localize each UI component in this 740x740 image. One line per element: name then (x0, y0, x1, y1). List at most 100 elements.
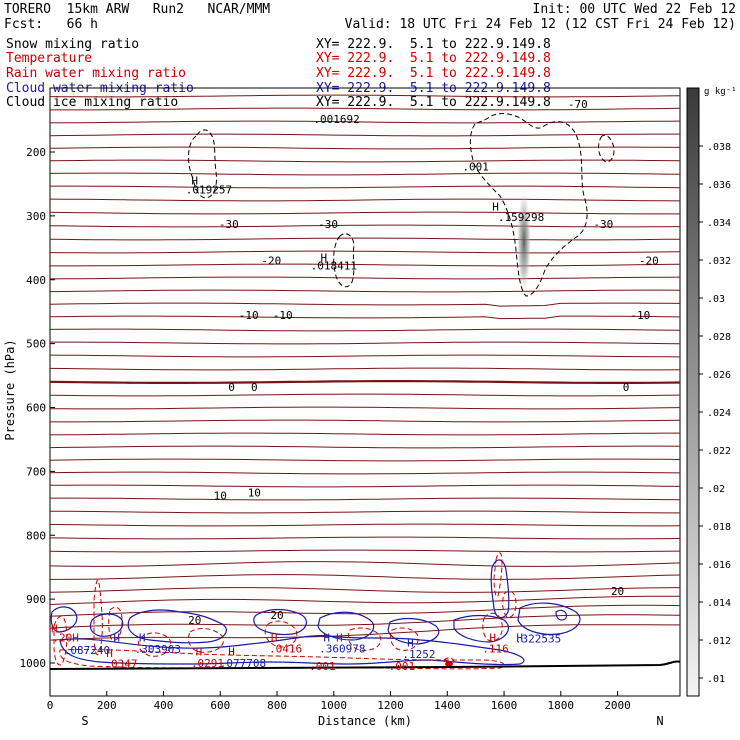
snow-max-shading (517, 192, 531, 292)
y-tick-label-8: 1000 (20, 657, 47, 670)
colorbar-tick-label-2: .034 (707, 218, 731, 229)
point-label-23: .0416 (269, 642, 302, 655)
isotherm-41 (49, 614, 681, 629)
header-line2-right: Valid: 18 UTC Fri 24 Feb 12 (12 CST Fri … (344, 17, 736, 32)
cloudwater-contour-3 (127, 609, 227, 644)
isotherm-13 (50, 263, 681, 267)
point-label-21: H (323, 631, 330, 644)
isotherm-32 (50, 510, 680, 514)
x-axis-label: Distance (km) (318, 714, 412, 728)
point-label-6: H (321, 251, 328, 264)
point-label-20: H (271, 631, 278, 644)
point-label-9: .20H (52, 631, 79, 644)
isotherm-3 (49, 133, 680, 137)
colorbar-tick-label-3: .032 (707, 256, 731, 267)
rain-contour-3 (108, 606, 123, 641)
colorbar-tick-label-14: .01 (707, 674, 725, 685)
y-tick-label-0: 200 (26, 146, 46, 159)
point-label-29: .116 (482, 642, 509, 655)
isotherm-9 (49, 211, 680, 215)
isotherm-18 (49, 328, 681, 332)
x-tick-label-1: 200 (97, 699, 117, 712)
temp-label-3: -30 (593, 218, 613, 231)
isotherm-33 (49, 523, 681, 527)
isotherm-37 (50, 574, 681, 580)
isotherm-12 (49, 250, 681, 254)
cloudwater-contour-6 (317, 611, 375, 641)
point-label-2: .019257 (186, 184, 232, 197)
isotherm-4 (49, 146, 681, 150)
plot-frame (49, 87, 681, 697)
cloudwater-contour-1 (50, 606, 78, 633)
point-label-11: H (113, 631, 120, 644)
point-label-30: .322535 (515, 633, 561, 646)
y-tick-label-3: 500 (26, 338, 46, 351)
isotherm-15 (49, 289, 681, 293)
colorbar-tick-label-1: .036 (707, 180, 731, 191)
isotherm-23 (49, 393, 681, 397)
rain-contour-7 (347, 627, 382, 651)
x-tick-label-9: 1800 (548, 699, 575, 712)
point-label-4: H (492, 200, 499, 213)
point-label-32: .001 (389, 660, 416, 673)
isotherm-20 (49, 354, 681, 358)
y-axis-ticks: 200 300 400 500 600 700 800 900 1000 (20, 146, 55, 670)
snow-dashed-contours (188, 113, 615, 297)
point-label-24: .360978 (319, 642, 365, 655)
isotherm-2 (49, 120, 681, 124)
y-tick-label-1: 300 (26, 210, 46, 223)
colorbar-tick-label-10: .018 (707, 522, 731, 533)
isotherm-30 (49, 484, 681, 488)
isotherm-31 (50, 497, 681, 501)
colorbar-gradient (686, 87, 700, 697)
point-label-5: .159298 (498, 211, 544, 224)
isotherm-17 (49, 315, 681, 320)
rain-contour-2 (93, 579, 103, 656)
colorbar-tick-label-12: .014 (707, 598, 731, 609)
header-line1-left: TORERO 15km ARW Run2 NCAR/MMM (4, 2, 271, 17)
point-label-25: H (407, 637, 414, 650)
colorbar-tick-label-13: .012 (707, 636, 731, 647)
point-label-17: H (228, 646, 235, 659)
colorbar-ticks: .038 .036 .034 .032 .03 .028 .026 .024 .022 .02 .0… (699, 142, 731, 685)
point-label-16: H (196, 646, 203, 659)
cloudwater-contour-5 (253, 608, 308, 636)
north-end-label: N (656, 714, 663, 728)
rain-surface-max (445, 661, 453, 667)
cloudwater-contour-4 (59, 635, 525, 666)
isotherm-22 (49, 380, 681, 384)
isotherm-38 (49, 587, 681, 593)
isotherm-5 (49, 159, 681, 163)
snow-contour-top-left (188, 129, 217, 199)
colorbar-unit: g kg⁻¹ (704, 87, 737, 97)
temp-label-7: -10 (273, 309, 293, 322)
temp-label-9: 0 (228, 381, 235, 394)
colorbar: g kg⁻¹ .038.036.034.032.03.028.026.024.0… (686, 87, 737, 697)
colorbar-tick-label-7: .024 (707, 408, 731, 419)
isotherm-39 (49, 595, 681, 605)
y-tick-label-2: 400 (26, 274, 46, 287)
isotherm-0 (49, 94, 681, 98)
y-tick-label-7: 900 (26, 593, 46, 606)
temp-label-4: -20 (261, 255, 281, 268)
point-label-14: H (106, 647, 113, 660)
temp-label-1: -30 (318, 218, 338, 231)
rain-contour-10 (493, 552, 503, 598)
cloudwater-contour-2 (89, 613, 124, 637)
colorbar-tick-label-9: .02 (707, 484, 725, 495)
point-label-15: .0347 (104, 658, 137, 671)
x-tick-label-8: 1600 (491, 699, 518, 712)
x-axis-ticks: 0 200 400 600 800 1000 1200 1400 1600 1800 2000 (47, 691, 631, 712)
field-snow-xy: XY= 222.9. 5.1 to 222.9.149.8 (316, 37, 551, 52)
rain-contour-8 (389, 627, 419, 651)
temperature-contour-labels: -70 -30 -30 -30 -20 -20 -10 -10 -10 0 0 0 10 10 20 20 20 (188, 98, 659, 627)
isotherm-42 (49, 624, 680, 641)
isotherm-6 (49, 172, 681, 176)
x-tick-label-4: 800 (267, 699, 287, 712)
x-tick-label-10: 2000 (604, 699, 631, 712)
temp-label-10: 0 (251, 381, 258, 394)
cloudwater-contour-8 (490, 559, 510, 619)
south-end-label: S (81, 714, 88, 728)
x-tick-label-0: 0 (47, 699, 54, 712)
